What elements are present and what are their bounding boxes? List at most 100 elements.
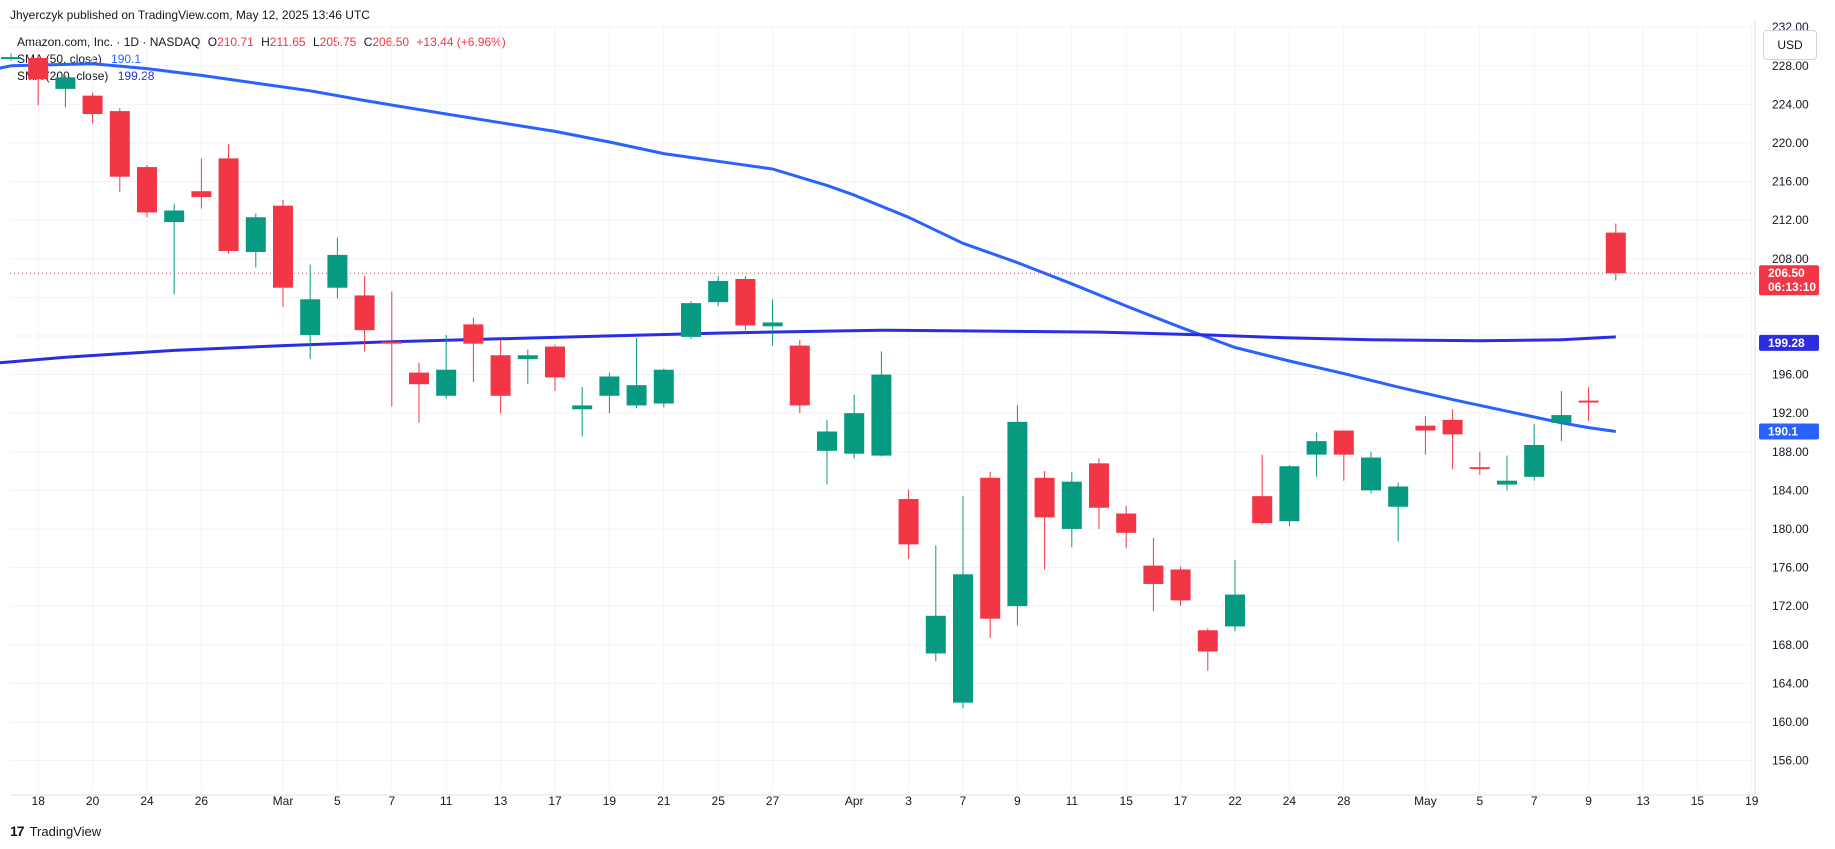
candle-body	[1415, 425, 1436, 431]
candle-body	[1551, 415, 1572, 423]
candle	[953, 496, 973, 709]
candle	[82, 92, 103, 124]
candle	[762, 299, 783, 346]
y-tick-label: 208.00	[1772, 252, 1809, 266]
y-tick-label: 220.00	[1772, 136, 1809, 150]
candle	[1170, 566, 1191, 607]
high-value: 211.65	[269, 35, 306, 49]
x-tick-label: 19	[1745, 794, 1759, 808]
candle	[490, 339, 511, 414]
h-label: H	[261, 35, 270, 49]
candle	[1497, 455, 1517, 491]
candle-body	[1225, 594, 1245, 627]
tradingview-footer: 17 TradingView	[10, 823, 101, 839]
candle-body	[490, 355, 511, 396]
sma50-badge-text: 190.1	[1768, 424, 1798, 438]
candle-body	[300, 299, 321, 335]
x-tick-label: Apr	[845, 794, 864, 808]
candle-body	[572, 405, 593, 410]
candle	[218, 143, 239, 254]
y-tick-label: 228.00	[1772, 59, 1809, 73]
candle	[1605, 223, 1626, 281]
candle-body	[1388, 486, 1409, 507]
candle-body	[1524, 444, 1545, 477]
x-tick-label: 15	[1691, 794, 1705, 808]
x-tick-label: 7	[1531, 794, 1538, 808]
candle	[109, 108, 130, 193]
x-tick-label: 15	[1120, 794, 1134, 808]
candle-body	[409, 372, 429, 385]
sma200-badge-text: 199.28	[1768, 336, 1805, 350]
candle-body	[817, 431, 837, 451]
candle	[1034, 471, 1055, 570]
axes: 232.00228.00224.00220.00216.00212.00208.…	[10, 20, 1809, 808]
candle	[1388, 482, 1409, 542]
x-tick-label: 26	[195, 794, 209, 808]
x-tick-label: 27	[766, 794, 780, 808]
candle-body	[898, 499, 919, 545]
candle-body	[1034, 477, 1055, 518]
candle-body	[245, 217, 266, 252]
x-tick-label: 7	[388, 794, 395, 808]
x-tick-label: Mar	[273, 794, 294, 808]
x-tick-label: 11	[440, 794, 453, 808]
candle-body	[871, 374, 892, 456]
candle-body	[517, 355, 538, 360]
candle-body	[1497, 480, 1517, 485]
symbol-name[interactable]: Amazon.com, Inc. · 1D · NASDAQ	[17, 35, 201, 49]
candle-body	[1279, 466, 1300, 522]
candle	[1225, 559, 1245, 632]
candle	[300, 264, 321, 360]
sma50-line	[0, 62, 1617, 433]
candle	[980, 472, 1001, 638]
candle	[1279, 465, 1300, 527]
candle	[871, 351, 892, 457]
candle-body	[1, 57, 21, 59]
x-tick-label: 7	[960, 794, 967, 808]
candle-body	[327, 254, 348, 288]
x-tick-label: 3	[905, 794, 912, 808]
candle-body	[1116, 513, 1137, 533]
candle	[436, 334, 457, 399]
candle	[164, 203, 185, 295]
candle	[545, 344, 565, 391]
candle	[245, 213, 266, 268]
x-tick-label: 21	[657, 794, 671, 808]
candle	[55, 75, 76, 108]
candle	[599, 372, 620, 414]
y-tick-label: 196.00	[1772, 368, 1809, 382]
y-tick-label: 160.00	[1772, 715, 1809, 729]
candle	[653, 368, 674, 408]
candle	[681, 301, 701, 339]
y-tick-label: 156.00	[1772, 754, 1809, 768]
x-tick-label: 22	[1228, 794, 1242, 808]
last-price-badge-text: 206.50	[1768, 266, 1805, 280]
x-tick-label: 17	[1174, 794, 1188, 808]
currency-button[interactable]: USD	[1763, 30, 1817, 60]
candles	[1, 53, 1626, 709]
candle-body	[1197, 630, 1218, 652]
candle	[1197, 628, 1218, 671]
sma200-value: 199.28	[117, 69, 155, 83]
candle-body	[953, 574, 973, 703]
candle-body	[1252, 496, 1273, 524]
ohlc-row: Amazon.com, Inc. · 1D · NASDAQ O210.71 H…	[17, 34, 506, 51]
x-tick-label: 24	[1283, 794, 1297, 808]
y-tick-label: 168.00	[1772, 638, 1809, 652]
candle-body	[735, 279, 756, 326]
y-tick-label: 192.00	[1772, 406, 1809, 420]
candle-body	[137, 167, 157, 213]
x-tick-label: 25	[712, 794, 726, 808]
y-tick-label: 180.00	[1772, 522, 1809, 536]
candle	[273, 199, 293, 307]
c-label: C	[363, 35, 373, 49]
candle-body	[463, 324, 484, 344]
o-label: O	[207, 35, 218, 49]
candle-body	[273, 205, 293, 288]
candle-body	[1170, 569, 1191, 601]
candle	[626, 337, 647, 409]
candle-body	[681, 303, 701, 337]
candle-body	[28, 58, 49, 80]
